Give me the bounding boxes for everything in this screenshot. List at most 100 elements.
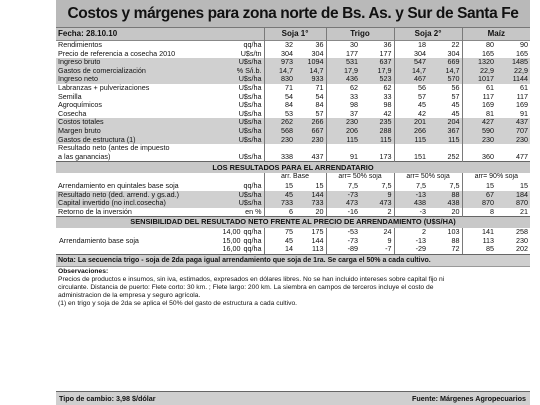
value-cell: 67 <box>461 190 497 200</box>
value-cell: 230 <box>461 135 497 145</box>
value-cell: 14 <box>263 245 295 255</box>
row-unit: % S/i.b. <box>218 66 264 76</box>
crop-header: Trigo <box>325 28 395 41</box>
value-cell: 72 <box>428 245 463 255</box>
value-cell: 24 <box>360 228 395 237</box>
section-heading: SENSIBILIDAD DEL RESULTADO NETO FRENTE A… <box>56 216 531 229</box>
value-cell: -13 <box>393 190 429 200</box>
row-unit: U$s/tn <box>218 49 264 59</box>
value-cell: 103 <box>428 228 463 237</box>
row-unit: U$s/ha <box>218 126 264 136</box>
table-header: Fecha: 28.10.10 Soja 1° Trigo Soja 2° Ma… <box>56 28 531 41</box>
value-cell: 1017 <box>461 75 497 84</box>
row-unit: U$s/ha <box>218 135 264 145</box>
section-title: LOS RESULTADOS PARA EL ARRENDATARIO <box>56 161 531 174</box>
lease-scenario-label: arr= 90% soja <box>461 173 531 182</box>
value-cell: 33 <box>360 92 395 102</box>
row-unit: U$s/ha <box>218 58 264 67</box>
value-cell: 88 <box>428 236 463 246</box>
row-label: Resultado neto (ded. arrend. y gs.ad.) <box>56 190 218 200</box>
value-cell: 115 <box>393 135 429 145</box>
row-label: Ingreso bruto <box>56 58 218 67</box>
value-cell: 206 <box>325 126 361 136</box>
table-row: Resultado neto (ded. arrend. y gs.ad.) U$… <box>56 190 531 200</box>
crop-header: Soja 1° <box>263 28 327 41</box>
value-cell: 669 <box>428 58 463 67</box>
value-cell: 54 <box>263 92 295 102</box>
row-unit: U$s/ha <box>218 83 264 93</box>
value-cell: 85 <box>461 245 497 255</box>
row-unit: U$s/ha <box>218 109 264 119</box>
row-label: Arrendamiento en quintales base soja <box>56 181 218 191</box>
value-cell: 15 <box>263 181 295 191</box>
section-title: SENSIBILIDAD DEL RESULTADO NETO FRENTE A… <box>56 216 531 229</box>
value-cell: 42 <box>360 109 395 119</box>
value-cell: -29 <box>393 245 429 255</box>
costs-table-body: Fecha: 28.10.10 Soja 1° Trigo Soja 2° Ma… <box>56 28 531 255</box>
row-label: Rendimientos <box>56 39 218 50</box>
observations-heading: Observaciones: <box>58 268 109 276</box>
empty-cell <box>263 144 295 153</box>
value-cell: 184 <box>496 190 531 200</box>
value-cell: 2 <box>393 228 429 237</box>
value-cell: 523 <box>360 75 395 84</box>
value-cell: 436 <box>325 75 361 84</box>
table-row: Ingreso bruto U$s/ha 973 1094 531 637 547 669 13… <box>56 58 531 67</box>
value-cell: 9 <box>360 236 395 246</box>
value-cell: 84 <box>263 101 295 110</box>
value-cell: 45 <box>428 101 463 110</box>
value-cell: 14,7 <box>428 66 463 76</box>
lease-scenario-label: arr= 50% soja <box>325 173 395 182</box>
value-cell: 175 <box>295 228 327 237</box>
lease-scenario-label: arr. Base <box>263 173 327 182</box>
date-label: Fecha: 28.10.10 <box>56 28 264 41</box>
value-cell: 973 <box>263 58 295 67</box>
page-title: Costos y márgenes para zona norte de Bs.… <box>56 0 530 28</box>
value-cell: 6 <box>263 207 295 217</box>
observations: Observaciones: Precios de productos e in… <box>56 266 530 310</box>
value-cell: 427 <box>461 118 497 127</box>
value-cell: 477 <box>496 152 531 162</box>
value-cell: 98 <box>325 101 361 110</box>
value-cell: 45 <box>263 190 295 200</box>
row-label: Semilla <box>56 92 218 102</box>
value-cell: 56 <box>428 83 463 93</box>
row-label: Arrendamiento base soja <box>56 236 218 246</box>
value-cell: 15 <box>295 181 327 191</box>
value-cell: 56 <box>393 83 429 93</box>
value-cell: 22,9 <box>461 66 497 76</box>
value-cell: 71 <box>295 83 327 93</box>
observation-line: circulante. Distancia de puerto: Flete c… <box>58 284 434 292</box>
table-row: Arrendamiento base soja 15,00 qq/ha 45 144 -7… <box>56 236 531 246</box>
value-cell: 90 <box>496 39 531 50</box>
lease-qq: 14,00 qq/ha <box>218 228 264 237</box>
value-cell: 202 <box>496 245 531 255</box>
value-cell: 14,7 <box>393 66 429 76</box>
value-cell: 84 <box>295 101 327 110</box>
value-cell: 266 <box>393 126 429 136</box>
value-cell: 437 <box>295 152 327 162</box>
row-label: Gastos de estructura (1) <box>56 135 218 145</box>
footer: Tipo de cambio: 3,98 $/dólar Fuente: Már… <box>56 391 530 405</box>
table-row: Gastos de comercialización% S/i.b. 14,7 14… <box>56 66 531 76</box>
value-cell: 37 <box>325 109 361 119</box>
value-cell: 144 <box>295 190 327 200</box>
value-cell: 870 <box>496 199 531 208</box>
value-cell: 91 <box>325 152 361 162</box>
value-cell: 7,5 <box>393 181 429 191</box>
value-cell: 61 <box>461 83 497 93</box>
value-cell: 230 <box>496 236 531 246</box>
value-cell: 169 <box>496 101 531 110</box>
value-cell: -13 <box>393 236 429 246</box>
table-row: Costos totales U$s/ha 262 266 230 235 201 204 42… <box>56 118 531 127</box>
value-cell: 33 <box>325 92 361 102</box>
value-cell: 113 <box>461 236 497 246</box>
table-row: a las ganancias) U$s/ha 338 437 91 173 151 252 3… <box>56 152 531 162</box>
row-unit: qq/ha <box>218 39 264 50</box>
value-cell: 15 <box>496 181 531 191</box>
row-label: Resultado neto (antes de impuesto <box>56 144 264 153</box>
empty-cell <box>496 144 531 153</box>
row-unit: U$s/ha <box>218 199 264 208</box>
value-cell: -3 <box>393 207 429 217</box>
row-unit: U$s/ha <box>218 92 264 102</box>
